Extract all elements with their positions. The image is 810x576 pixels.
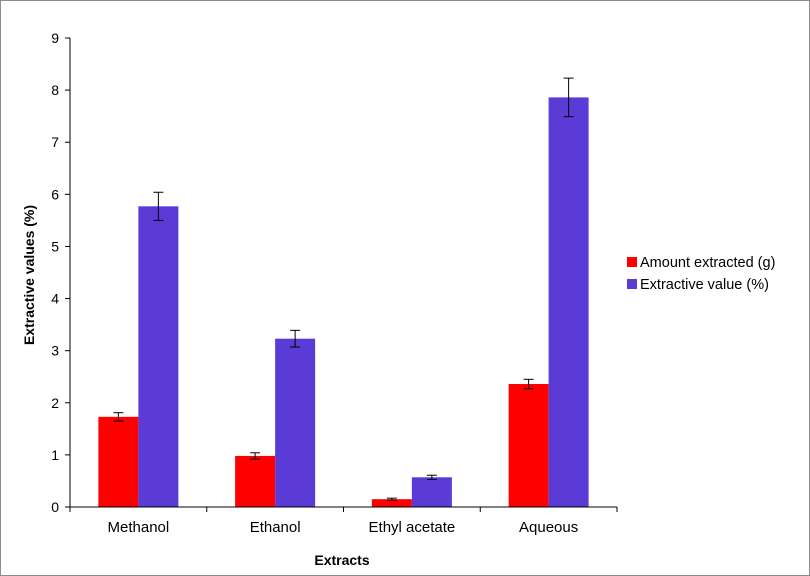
bar <box>411 477 452 507</box>
bars <box>98 97 589 507</box>
legend: Amount extracted (g) Extractive value (%… <box>627 255 775 293</box>
bar <box>138 206 179 507</box>
category-label: Ethanol <box>250 519 301 536</box>
category-labels: Methanol Ethanol Ethyl acetate Aqueous <box>108 519 579 536</box>
category-label: Methanol <box>108 519 170 536</box>
bar <box>371 499 412 507</box>
y-tick-label: 3 <box>51 343 59 359</box>
bar <box>508 384 549 507</box>
category-label: Aqueous <box>519 519 578 536</box>
y-tick-label: 8 <box>51 82 59 98</box>
bar <box>548 97 589 507</box>
error-bars <box>113 77 574 501</box>
y-tick-label: 9 <box>51 30 59 46</box>
legend-swatch-amount <box>627 257 637 267</box>
x-axis-ticks <box>69 507 618 512</box>
x-axis-title: Extracts <box>314 552 369 568</box>
bar <box>275 338 316 507</box>
y-tick-label: 1 <box>51 447 59 463</box>
bar <box>98 416 139 507</box>
y-axis-title: Extractive values (%) <box>21 205 37 345</box>
y-axis-ticks: 0 1 2 3 4 5 6 7 8 9 <box>51 30 70 515</box>
y-tick-label: 5 <box>51 238 59 254</box>
legend-label-amount: Amount extracted (g) <box>640 255 775 271</box>
y-tick-label: 0 <box>51 499 59 515</box>
legend-label-extractive: Extractive value (%) <box>640 277 769 293</box>
y-tick-label: 4 <box>51 291 59 307</box>
y-tick-label: 2 <box>51 395 59 411</box>
bar <box>235 455 276 507</box>
category-label: Ethyl acetate <box>369 519 456 536</box>
legend-swatch-extractive <box>627 279 637 289</box>
y-tick-label: 6 <box>51 186 59 202</box>
y-tick-label: 7 <box>51 134 59 150</box>
